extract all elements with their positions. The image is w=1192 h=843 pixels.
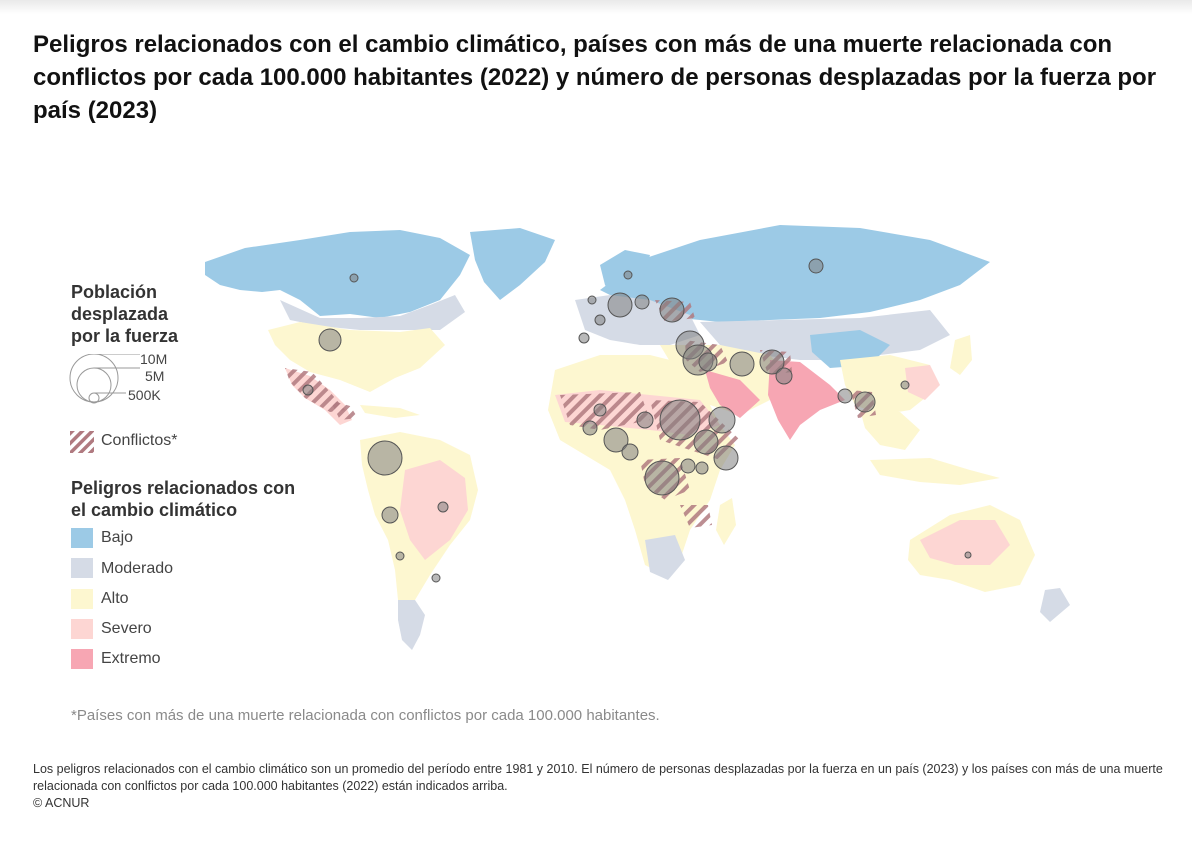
brazil-severe [400, 460, 468, 560]
swatch-severo [71, 619, 93, 639]
conflict-central-america [330, 400, 358, 420]
size-label-5m: 5M [145, 368, 165, 384]
label-moderado: Moderado [101, 560, 174, 577]
bubble-russia [808, 258, 824, 274]
alaska-canada-low [205, 230, 470, 318]
greenland-low [470, 228, 555, 300]
bubble-argentina [431, 573, 441, 583]
bubble-drc [644, 460, 680, 496]
se-asia-high [860, 410, 920, 450]
size-label-10m: 10M [140, 351, 168, 367]
swatch-moderado [71, 558, 93, 578]
arabia-extreme [705, 370, 760, 418]
bubble-china [900, 380, 910, 390]
bubble-iraq [698, 352, 718, 372]
bubble-canada [349, 273, 359, 283]
size-legend-heading: Población desplazada por la fuerza [71, 282, 179, 346]
southern-africa-moderate [645, 535, 685, 580]
swatch-extremo [71, 649, 93, 669]
south-america [360, 432, 478, 650]
caption: Los peligros relacionados con el cambio … [33, 761, 1163, 812]
label-alto: Alto [101, 590, 129, 607]
swatch-alto [71, 589, 93, 609]
east-china-severe [905, 365, 940, 400]
copyright: © ACNUR [33, 796, 90, 810]
new-zealand [1040, 588, 1070, 622]
bubble-australia [964, 551, 972, 559]
footnote: *Países con más de una muerte relacionad… [71, 707, 660, 724]
bubble-burkina [593, 403, 607, 417]
bubble-spain [578, 332, 590, 344]
displacement-bubbles [302, 258, 972, 583]
page-title: Peligros relacionados con el cambio clim… [33, 31, 1157, 124]
label-bajo: Bajo [101, 529, 134, 546]
bubble-myanmar [854, 391, 876, 413]
caribbean [360, 405, 420, 418]
conflict-mexico [285, 368, 345, 412]
bubble-nigeria [603, 427, 629, 453]
bubble-somalia [713, 445, 739, 471]
label-severo: Severo [101, 620, 152, 637]
conflict-label: Conflictos* [101, 432, 178, 449]
bubble-iran [729, 351, 755, 377]
bubble-chad [636, 411, 654, 429]
bubble-south-sudan [693, 429, 719, 455]
bubble-france [594, 314, 606, 326]
bubble-colombia [367, 440, 403, 476]
bubble-brazil [437, 501, 449, 513]
bubble-peru [381, 506, 399, 524]
north-america [205, 228, 555, 425]
conflict-mozambique [680, 505, 712, 528]
top-shade [0, 0, 1192, 14]
bubble-ukraine [659, 297, 685, 323]
bubble-afghanistan [759, 349, 785, 375]
bubble-bangladesh [837, 388, 853, 404]
oceania [908, 505, 1070, 622]
size-legend-circles [69, 354, 140, 404]
russia-low [600, 225, 990, 322]
japan [950, 335, 972, 375]
patagonia-moderate [398, 600, 425, 650]
label-extremo: Extremo [101, 650, 161, 667]
indonesia [870, 458, 1000, 485]
size-label-500k: 500K [128, 387, 161, 403]
bubble-ethiopia [708, 406, 736, 434]
bubble-poland [634, 294, 650, 310]
bubble-germany [607, 292, 633, 318]
conflict-swatch [70, 431, 94, 453]
bubble-sweden [623, 270, 633, 280]
hazard-legend-heading: Peligros relacionados con el cambio clim… [71, 478, 296, 520]
bubble-kenya [695, 461, 709, 475]
bubble-cameroon [621, 443, 639, 461]
bubble-sudan [659, 399, 701, 441]
bubble-pakistan [775, 367, 793, 385]
canada-moderate [280, 295, 465, 330]
bubble-chile [395, 551, 405, 561]
bubble-uk [587, 295, 597, 305]
bubble-usa [318, 328, 342, 352]
bubble-mali [582, 420, 598, 436]
australia-severe [920, 520, 1010, 565]
madagascar [716, 498, 736, 545]
usa-high [268, 322, 445, 392]
swatch-bajo [71, 528, 93, 548]
bubble-mexico [302, 384, 314, 396]
bubble-uganda [680, 458, 696, 474]
caption-text: Los peligros relacionados con el cambio … [33, 762, 1163, 793]
